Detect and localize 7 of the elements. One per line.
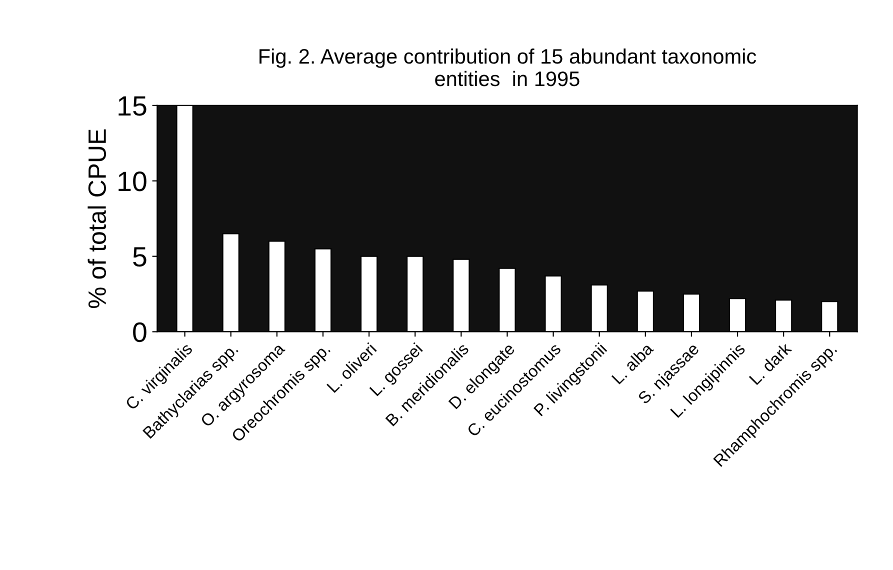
y-tick-label: 10 xyxy=(118,172,146,192)
chart-title: Fig. 2. Average contribution of 15 abundant taxonomic entities in 1995 xyxy=(260,48,756,86)
y-tick-label: 15 xyxy=(118,96,146,116)
x-tick-label: L. alba xyxy=(610,341,654,385)
y-axis-title: % of total CPUE xyxy=(88,129,106,308)
y-tick-label: 5 xyxy=(133,247,146,267)
y-tick-label: 0 xyxy=(133,322,146,342)
